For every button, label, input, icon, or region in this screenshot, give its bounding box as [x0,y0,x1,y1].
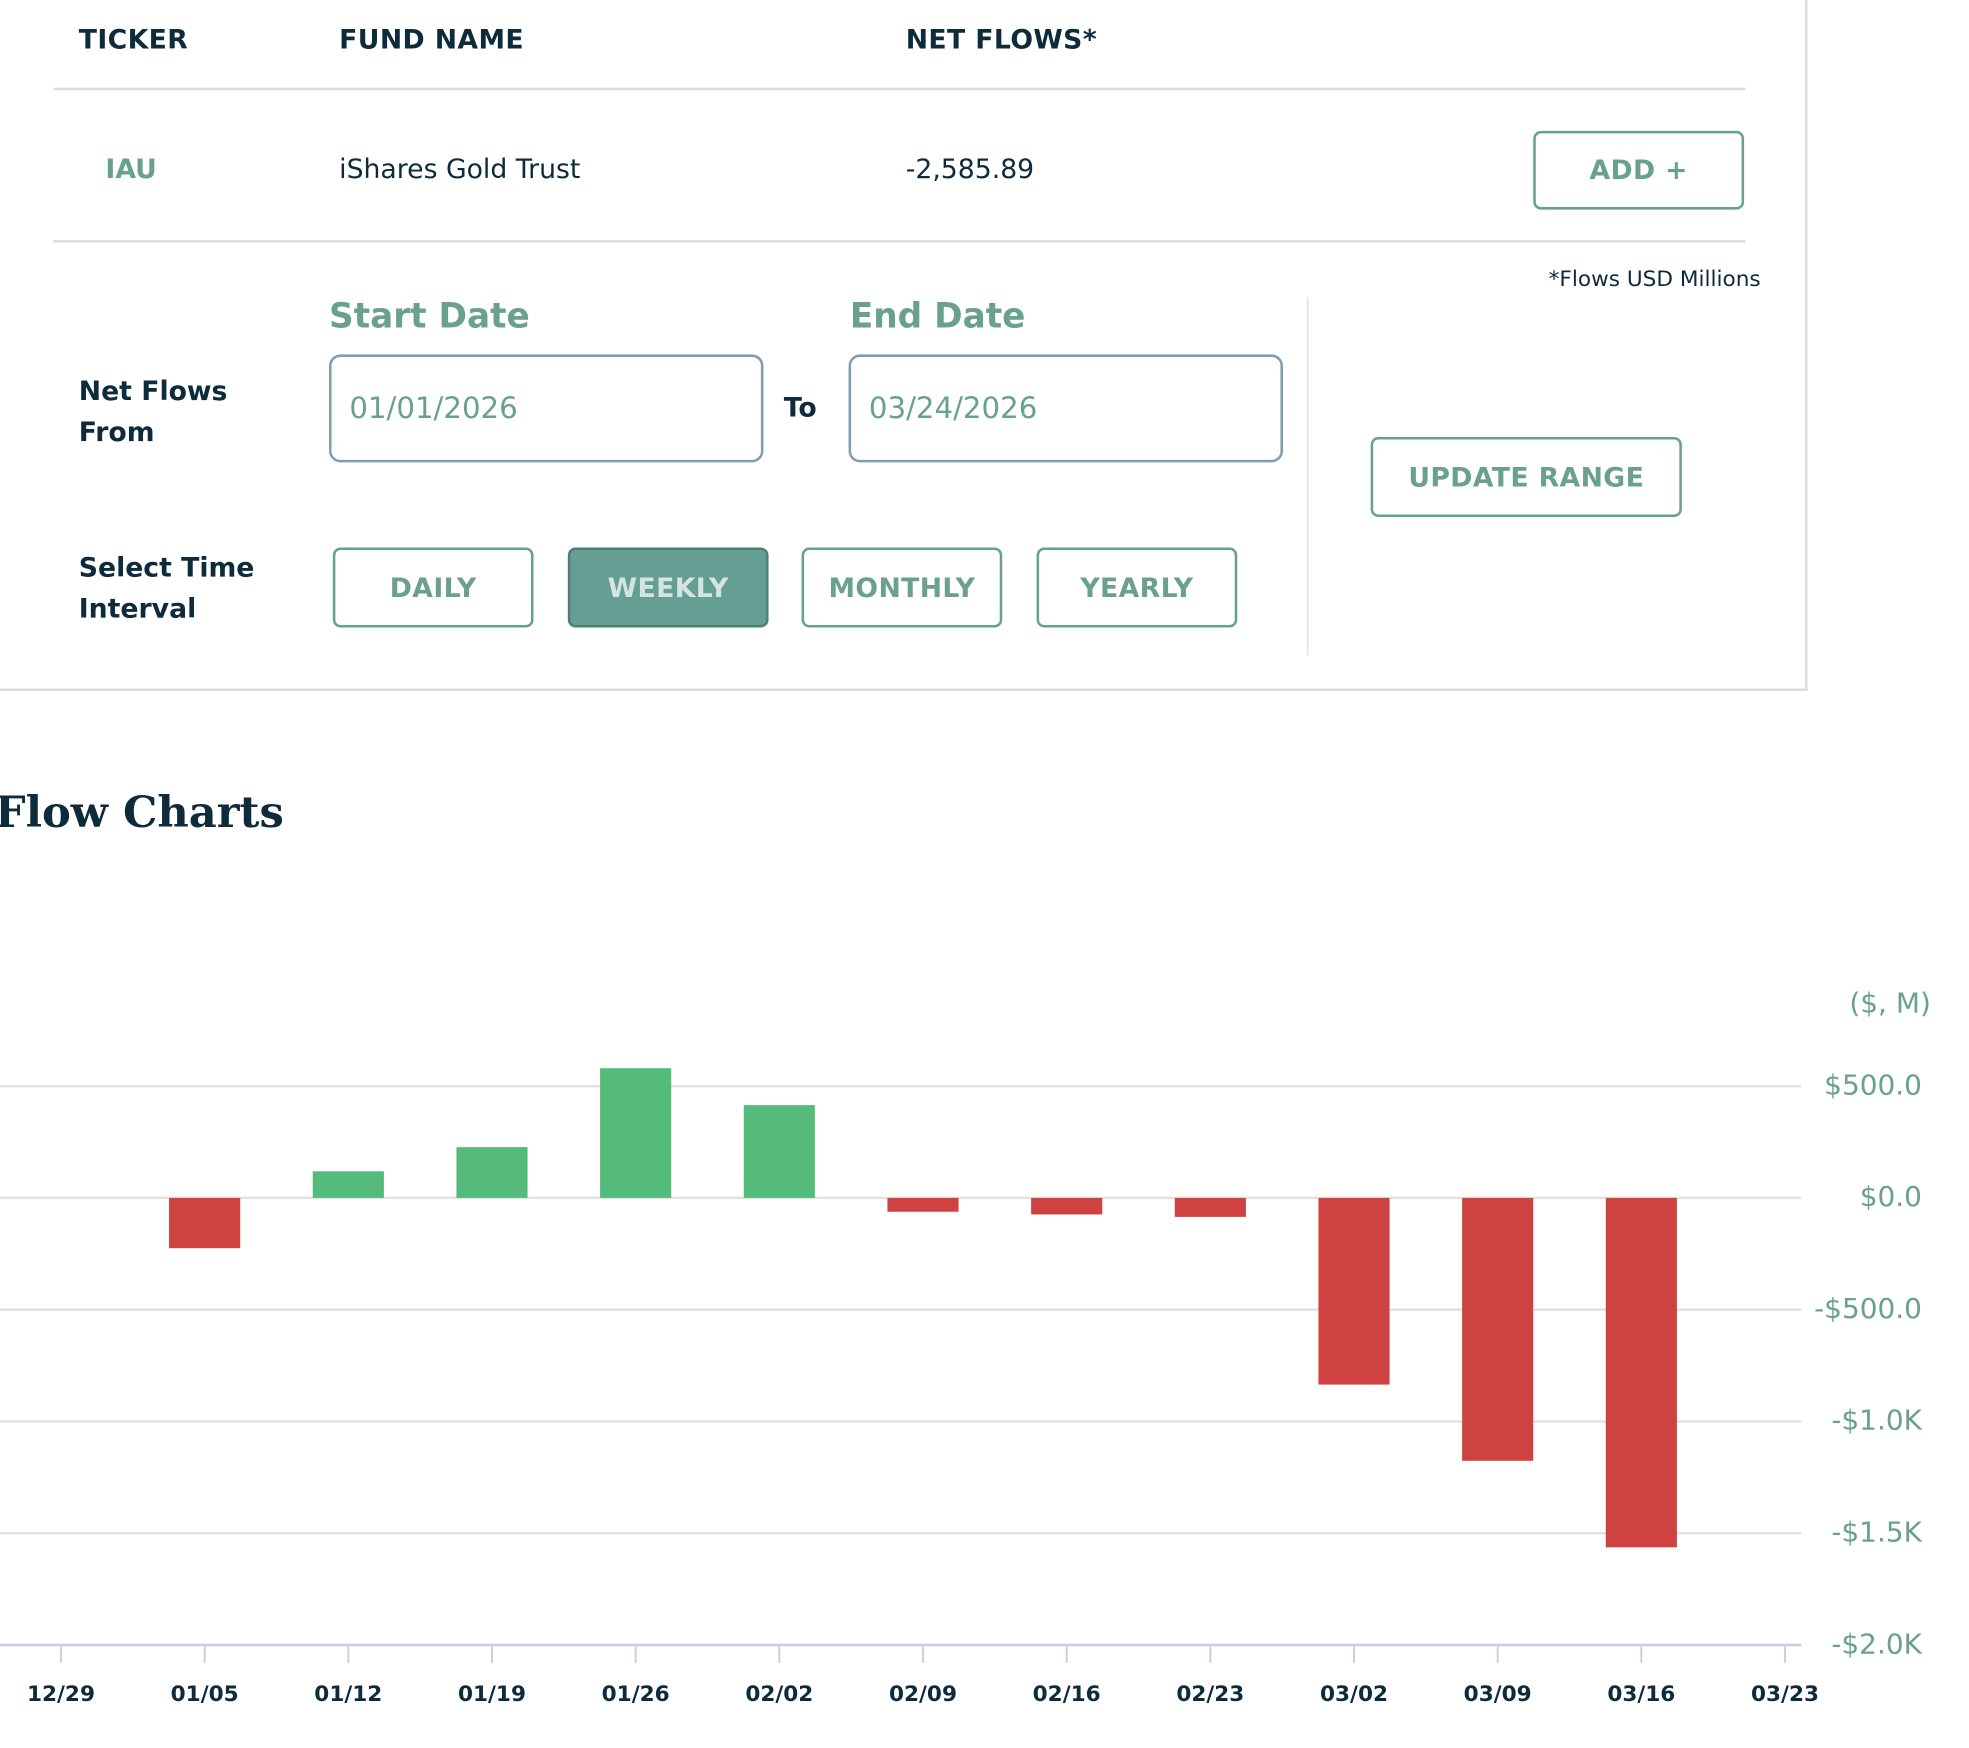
x-tick-label: 01/19 [457,1681,526,1708]
chart-unit-label: ($, M) [1849,988,1931,1021]
label-line: From [78,416,155,448]
interval-weekly-button[interactable]: WEEKLY [567,547,769,628]
flows-footnote: *Flows USD Millions [1548,266,1761,293]
x-tick-label: 02/02 [745,1681,814,1708]
to-label: To [783,392,817,424]
y-tick-label: -$500.0 [1814,1293,1922,1326]
net-flows-value: -2,585.89 [905,153,1035,185]
panel-border-right [1805,0,1808,692]
interval-yearly-button[interactable]: YEARLY [1036,547,1238,628]
header-net-flows: NET FLOWS* [905,24,1098,55]
fund-name: iShares Gold Trust [339,153,581,185]
x-tick-label: 03/09 [1463,1681,1532,1708]
x-tick-label: 01/05 [170,1681,239,1708]
net-flows-from-label: Net Flows From [79,371,228,452]
x-tick-label: 03/02 [1320,1681,1389,1708]
bar-03-02 [1318,1197,1390,1385]
bar-01-19 [456,1147,528,1198]
ticker-link[interactable]: IAU [105,153,157,185]
label-line: Select Time [78,552,255,584]
divider [53,87,1746,91]
x-tick-label: 03/23 [1751,1681,1820,1708]
bar-01-12 [312,1171,384,1198]
bar-02-16 [1031,1197,1103,1215]
start-date-input[interactable]: 01/01/2026 [329,354,764,463]
bar-01-05 [169,1197,241,1249]
vertical-divider [1307,297,1309,656]
x-tick-label: 03/16 [1607,1681,1676,1708]
y-tick-label: -$2.0K [1831,1629,1922,1661]
x-tick-label: 12/29 [26,1681,95,1708]
interval-daily-button[interactable]: DAILY [332,547,534,628]
label-line: Interval [78,593,197,624]
panel-border-bottom [0,688,1808,692]
header-fund-name: FUND NAME [339,24,524,55]
end-date-input[interactable]: 03/24/2026 [848,354,1284,463]
bar-03-16 [1605,1197,1677,1548]
x-tick-label: 01/26 [601,1681,670,1708]
header-ticker: TICKER [78,24,189,55]
start-date-label: Start Date [329,297,530,337]
y-tick-label: -$1.0K [1831,1405,1922,1438]
x-tick-label: 02/23 [1176,1681,1245,1708]
select-time-interval-label: Select Time Interval [79,547,255,628]
end-date-label: End Date [849,297,1026,337]
update-range-button[interactable]: UPDATE RANGE [1370,436,1682,518]
y-tick-label: -$1.5K [1831,1517,1922,1550]
bar-03-09 [1462,1197,1534,1461]
interval-monthly-button[interactable]: MONTHLY [801,547,1003,628]
label-line: Net Flows [78,376,228,407]
bar-02-09 [887,1197,959,1212]
y-tick-label: $0.0 [1859,1182,1922,1214]
y-tick-label: $500.0 [1824,1070,1922,1102]
add-button[interactable]: ADD + [1533,130,1745,210]
bar-01-26 [600,1068,672,1198]
divider [53,240,1746,243]
x-tick-label: 02/09 [888,1681,957,1708]
bar-02-02 [743,1105,815,1198]
flow-charts-title: Flow Charts [0,787,284,839]
bar-02-23 [1174,1197,1246,1217]
x-tick-label: 02/16 [1032,1681,1101,1708]
x-tick-label: 01/12 [314,1681,383,1708]
